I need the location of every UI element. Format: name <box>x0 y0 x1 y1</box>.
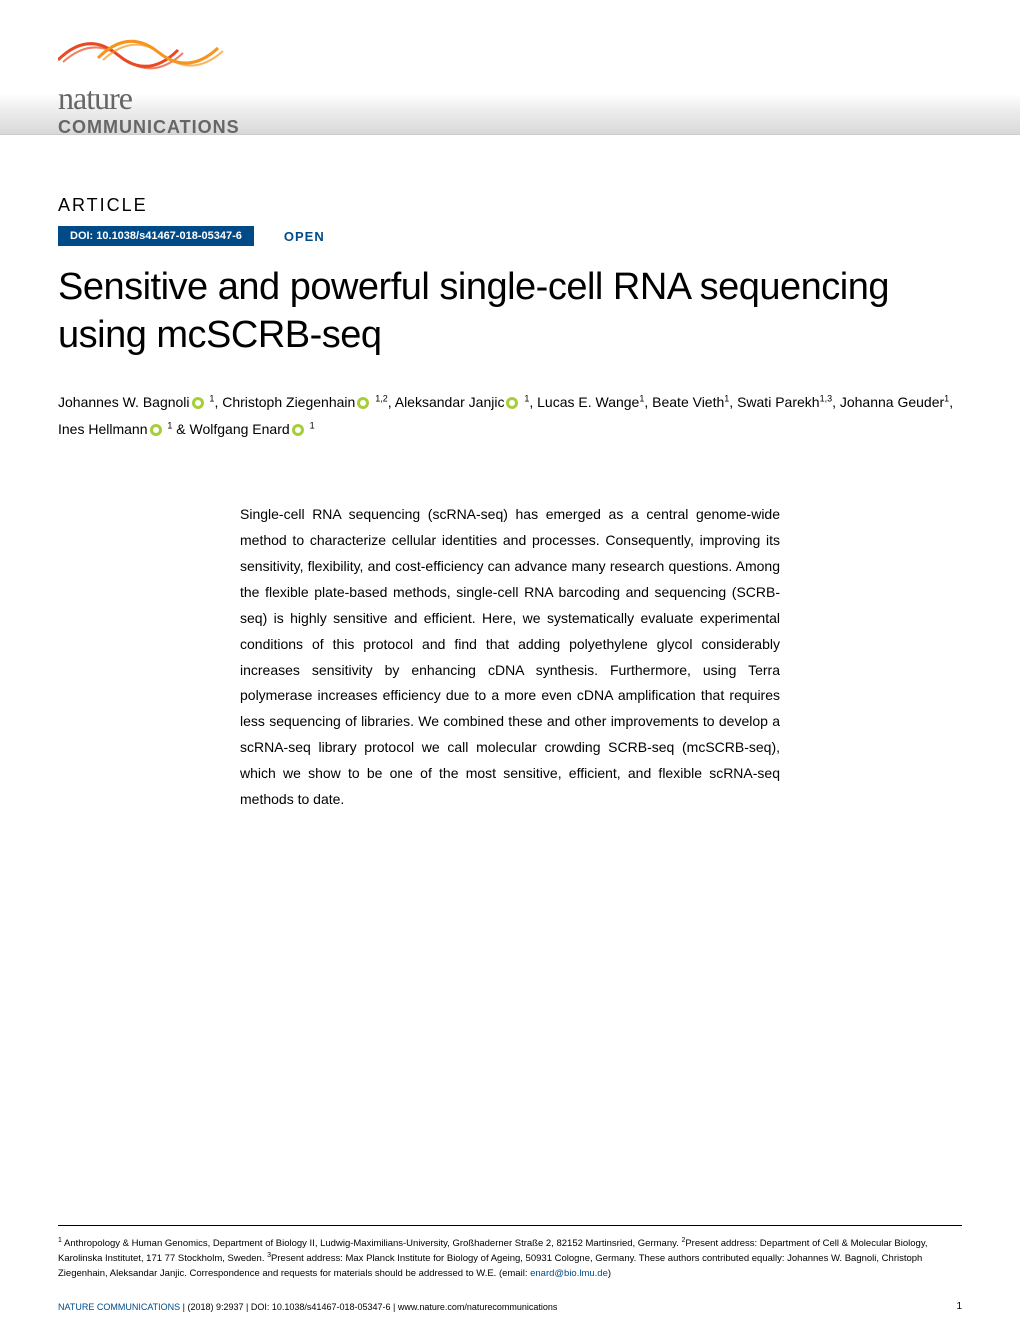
footer-journal: NATURE COMMUNICATIONS <box>58 1302 180 1312</box>
abstract-text: Single-cell RNA sequencing (scRNA-seq) h… <box>150 502 870 813</box>
footer-citation: NATURE COMMUNICATIONS | (2018) 9:2937 | … <box>58 1302 557 1312</box>
authors-list: Johannes W. Bagnoli 1, Christoph Ziegenh… <box>58 389 962 442</box>
orcid-icon <box>192 397 204 409</box>
article-title: Sensitive and powerful single-cell RNA s… <box>58 264 962 359</box>
article-content: ARTICLE DOI: 10.1038/s41467-018-05347-6 … <box>0 135 1020 813</box>
logo-text: nature COMMUNICATIONS <box>58 80 240 138</box>
orcid-icon <box>292 424 304 436</box>
doi-row: DOI: 10.1038/s41467-018-05347-6 OPEN <box>58 226 962 246</box>
doi-badge: DOI: 10.1038/s41467-018-05347-6 <box>58 226 254 246</box>
logo-nature-text: nature <box>58 80 240 117</box>
affiliations: 1 Anthropology & Human Genomics, Departm… <box>58 1225 962 1281</box>
page-number: 1 <box>956 1301 962 1312</box>
logo-comm-text: COMMUNICATIONS <box>58 117 240 138</box>
article-label: ARTICLE <box>58 195 962 216</box>
open-access-badge: OPEN <box>284 229 325 244</box>
corresponding-email[interactable]: enard@bio.lmu.de <box>530 1268 608 1279</box>
orcid-icon <box>357 397 369 409</box>
footer-section: 1 Anthropology & Human Genomics, Departm… <box>58 1225 962 1312</box>
orcid-icon <box>150 424 162 436</box>
journal-logo: nature COMMUNICATIONS <box>58 20 240 138</box>
journal-header: nature COMMUNICATIONS <box>0 0 1020 135</box>
logo-wave-icon <box>58 20 238 70</box>
footer-citation-text: | (2018) 9:2937 | DOI: 10.1038/s41467-01… <box>180 1302 557 1312</box>
footer-bar: NATURE COMMUNICATIONS | (2018) 9:2937 | … <box>58 1301 962 1312</box>
orcid-icon <box>506 397 518 409</box>
